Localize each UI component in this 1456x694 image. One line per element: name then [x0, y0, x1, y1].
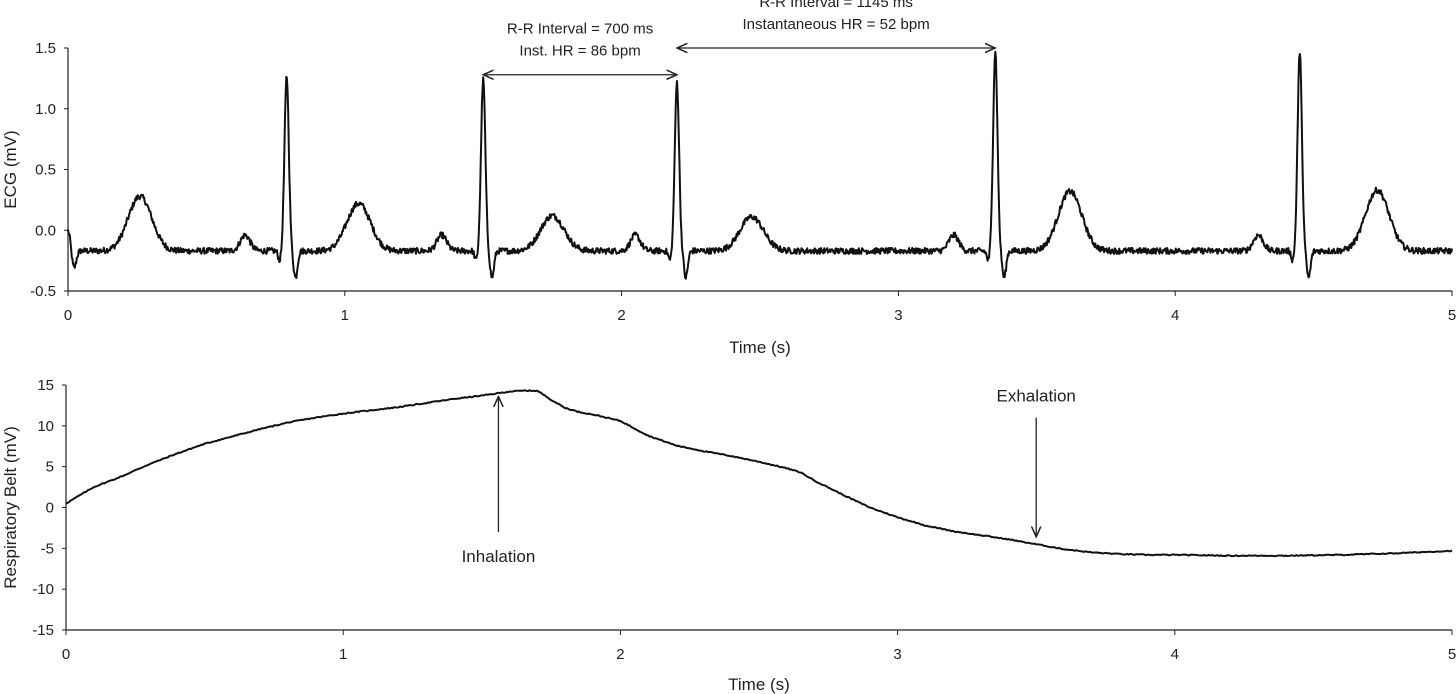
resp-series-line: [65, 389, 1453, 558]
resp-y-tick-label: 10: [37, 418, 54, 435]
heart-rate-label: Instantaneous HR = 52 bpm: [743, 16, 930, 33]
resp-x-tick-label: 0: [62, 646, 70, 663]
resp-y-tick-label: -5: [41, 540, 54, 557]
ecg-panel: 1.5 1.0 0.5 0.0 -0.5 0 1 2 3 4 5 Time (s) ECG (mV…: [1, 0, 1456, 357]
resp-x-tick-label: 4: [1171, 646, 1179, 663]
resp-x-tick-label: 5: [1448, 646, 1456, 663]
resp-annotations: Inhalation Exhalation: [462, 387, 1076, 566]
resp-y-ticks: 15 10 5 0 -5 -10 -15: [32, 377, 66, 639]
resp-y-tick-label: -10: [32, 581, 54, 598]
resp-y-tick-label: 15: [37, 377, 54, 394]
ecg-x-tick-label: 1: [341, 307, 349, 324]
ecg-x-tick-label: 2: [617, 307, 625, 324]
resp-y-tick-label: 0: [46, 500, 54, 517]
ecg-y-tick-label: 0.5: [35, 162, 56, 179]
ecg-y-axis-title: ECG (mV): [1, 130, 20, 208]
ecg-x-tick-label: 5: [1448, 307, 1456, 324]
ecg-series-line: [67, 50, 1453, 280]
breath-phase-label: Exhalation: [997, 387, 1076, 406]
ecg-x-ticks: 0 1 2 3 4 5: [64, 291, 1456, 324]
ecg-x-tick-label: 3: [894, 307, 902, 324]
resp-x-axis-title: Time (s): [728, 675, 790, 694]
ecg-y-tick-label: 1.5: [35, 40, 56, 57]
breath-phase-label: Inhalation: [462, 547, 536, 566]
resp-y-axis-title: Respiratory Belt (mV): [1, 426, 20, 588]
resp-panel: 15 10 5 0 -5 -10 -15 0 1 2 3 4 5 Time (s) Respirato…: [1, 377, 1456, 694]
ecg-x-tick-label: 0: [64, 307, 72, 324]
resp-x-tick-label: 3: [893, 646, 901, 663]
ecg-x-tick-label: 4: [1171, 307, 1179, 324]
rr-interval-label: R-R Interval = 1145 ms: [759, 0, 913, 11]
resp-x-ticks: 0 1 2 3 4 5: [62, 630, 1456, 663]
heart-rate-label: Inst. HR = 86 bpm: [519, 43, 640, 60]
ecg-annotations: R-R Interval = 700 ms Inst. HR = 86 bpm R-…: [483, 0, 995, 75]
rr-interval-label: R-R Interval = 700 ms: [507, 21, 653, 38]
resp-x-tick-label: 1: [339, 646, 347, 663]
resp-x-tick-label: 2: [616, 646, 624, 663]
ecg-y-tick-label: 0.0: [35, 222, 56, 239]
resp-y-tick-label: 5: [46, 459, 54, 476]
ecg-x-axis-title: Time (s): [729, 338, 791, 357]
resp-y-tick-label: -15: [32, 622, 54, 639]
ecg-y-tick-label: 1.0: [35, 101, 56, 118]
ecg-y-tick-label: -0.5: [30, 283, 56, 300]
ecg-y-ticks: 1.5 1.0 0.5 0.0 -0.5: [30, 40, 68, 300]
